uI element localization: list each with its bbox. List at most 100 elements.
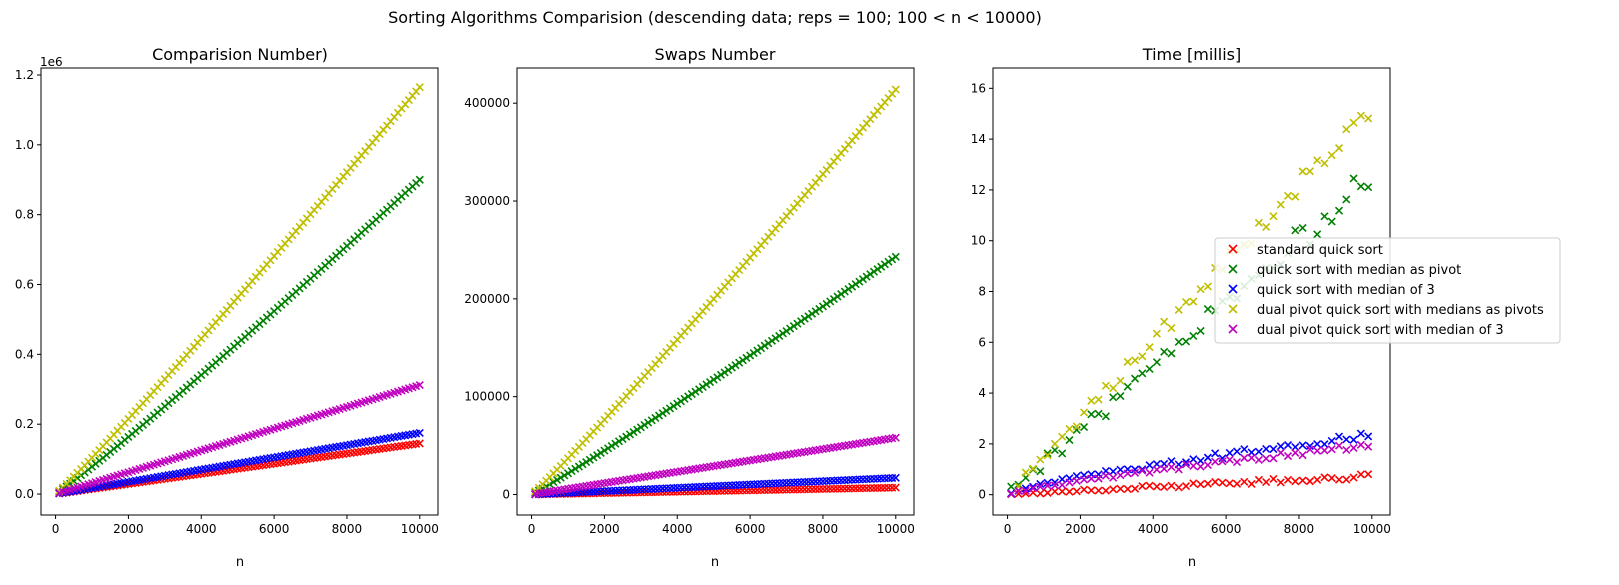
legend-box [1214, 237, 1561, 344]
data-point [826, 297, 835, 306]
data-point [771, 334, 780, 343]
data-point [884, 257, 893, 266]
x-tick-label: 6000 [1211, 522, 1242, 536]
data-point [764, 339, 773, 348]
data-point [1356, 440, 1365, 449]
data-point [1196, 285, 1205, 294]
data-point [840, 287, 849, 296]
data-point [1174, 465, 1183, 474]
data-point [1349, 118, 1358, 127]
data-point [574, 462, 583, 471]
data-point [829, 294, 838, 304]
data-point [1189, 297, 1198, 306]
data-point [1262, 444, 1271, 453]
data-point [1043, 478, 1052, 487]
y-tick-label: 1.2 [15, 68, 34, 82]
legend: standard quick sort quick sort with medi… [1214, 237, 1561, 344]
data-point [695, 385, 704, 394]
data-point [705, 378, 715, 387]
data-point [1109, 473, 1118, 482]
x-tick-label: 2000 [1065, 522, 1096, 536]
data-point [1283, 191, 1293, 200]
y-tick-label: 6 [978, 335, 986, 349]
data-point [866, 270, 875, 279]
data-point [1364, 114, 1373, 123]
data-point [1130, 484, 1140, 493]
data-point [1364, 470, 1373, 479]
data-point [1356, 429, 1365, 438]
data-point [1313, 156, 1322, 165]
data-point [1160, 483, 1169, 492]
data-point [1058, 475, 1067, 484]
data-point [1065, 487, 1074, 496]
data-marks [55, 83, 424, 498]
data-point [782, 326, 791, 336]
data-point [1050, 481, 1059, 490]
data-point [415, 439, 424, 448]
data-point [1138, 352, 1147, 361]
data-point [1211, 449, 1220, 458]
data-point [1094, 474, 1103, 483]
data-point [658, 409, 667, 418]
data-point [1225, 448, 1234, 457]
x-tick-label: 4000 [662, 522, 693, 536]
legend-x-marker [1228, 244, 1238, 254]
legend-label: standard quick sort [1257, 243, 1383, 258]
data-point [891, 252, 900, 261]
data-point [811, 307, 820, 316]
data-point [1356, 470, 1365, 479]
data-point [1079, 408, 1089, 417]
data-point [1283, 475, 1293, 484]
data-point [1181, 481, 1191, 491]
data-point [1065, 436, 1074, 445]
data-point [1232, 458, 1242, 467]
data-point [1349, 174, 1358, 183]
data-point [1349, 443, 1358, 452]
data-point [1087, 474, 1096, 483]
data-point [1160, 317, 1169, 326]
legend-entry: standard quick sort [1228, 243, 1383, 258]
panel-swaps-number: Swaps Number n 0 2000 4000 6000 8000 10000010… [464, 45, 915, 570]
data-point [1364, 432, 1373, 441]
data-point [1305, 442, 1314, 451]
legend-label: quick sort with median as pivot [1257, 263, 1461, 278]
data-point [713, 373, 722, 382]
data-point [1276, 478, 1285, 487]
data-point [1160, 464, 1169, 473]
data-point [1305, 167, 1314, 176]
legend-x-marker [1228, 324, 1238, 334]
series-2 [531, 252, 900, 497]
data-point [1181, 458, 1191, 467]
panel-title: Swaps Number [655, 45, 776, 64]
data-point [767, 336, 777, 345]
data-point [1203, 453, 1212, 462]
data-point [1109, 485, 1118, 494]
data-point [1101, 412, 1110, 421]
data-point [1196, 462, 1205, 471]
data-point [585, 455, 594, 464]
data-point [789, 322, 798, 331]
data-point [625, 430, 634, 439]
data-point [837, 289, 846, 299]
data-point [1036, 455, 1045, 464]
data-point [869, 267, 879, 276]
data-point [691, 387, 700, 396]
data-point [1218, 454, 1227, 463]
data-point [560, 471, 569, 480]
data-point [1065, 478, 1074, 487]
data-point [1262, 222, 1271, 231]
data-point [1021, 468, 1030, 477]
data-point [687, 390, 696, 399]
data-point [1334, 432, 1344, 441]
data-point [855, 277, 864, 286]
data-point [1283, 452, 1293, 461]
data-point [1021, 486, 1030, 495]
data-point [1167, 463, 1176, 472]
figure-suptitle: Sorting Algorithms Comparision (descendi… [388, 8, 1042, 27]
x-tick-label: 4000 [1138, 522, 1169, 536]
data-point [1327, 474, 1336, 483]
data-point [1014, 486, 1023, 495]
data-point [746, 351, 755, 360]
data-point [702, 380, 711, 389]
data-point [596, 448, 605, 457]
